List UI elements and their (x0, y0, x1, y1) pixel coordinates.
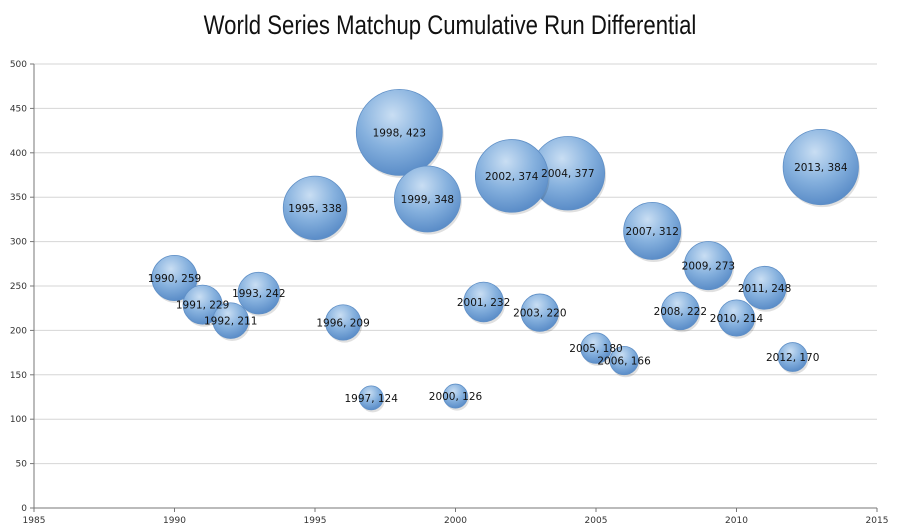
bubble (151, 255, 198, 302)
x-tick-label: 2015 (866, 516, 889, 526)
bubble (623, 201, 682, 260)
bubble (742, 265, 787, 310)
y-tick-label: 300 (10, 238, 27, 248)
bubble (237, 271, 281, 315)
bubble-label: 2002, 374 (485, 171, 539, 183)
bubble-label: 2005, 180 (569, 343, 622, 355)
y-tick-label: 350 (10, 193, 27, 203)
x-tick-label: 1990 (163, 516, 186, 526)
bubble-label: 2003, 220 (513, 308, 566, 320)
bubble-label: 2009, 273 (682, 261, 735, 273)
x-tick-label: 1985 (23, 516, 46, 526)
y-tick-label: 150 (10, 371, 27, 381)
y-tick-label: 500 (10, 60, 27, 70)
bubble (777, 342, 808, 372)
bubble-label: 2000, 126 (429, 391, 483, 403)
bubble-label: 2004, 377 (541, 168, 594, 180)
bubble (325, 304, 362, 341)
bubble (443, 383, 468, 409)
y-tick-label: 0 (21, 504, 27, 514)
bubble-label: 2013, 384 (794, 162, 848, 174)
bubble-label: 1995, 338 (288, 203, 341, 215)
bubble-label: 2011, 248 (738, 283, 791, 295)
bubble (683, 241, 733, 291)
bubble (355, 88, 443, 176)
bubble-label: 1998, 423 (373, 127, 426, 139)
bubble-label: 2012, 170 (766, 352, 819, 364)
bubble (463, 281, 504, 323)
bubble (394, 165, 461, 233)
bubble-label: 2001, 232 (457, 297, 510, 309)
bubble-label: 1996, 209 (316, 317, 369, 329)
y-tick-label: 100 (10, 415, 27, 425)
chart-title: World Series Matchup Cumulative Run Diff… (203, 10, 697, 40)
bubble (212, 302, 249, 339)
bubble-label: 1999, 348 (401, 194, 454, 206)
bubble (661, 291, 700, 331)
bubble (520, 293, 559, 332)
bubble-label: 1993, 242 (232, 288, 285, 300)
bubble (609, 346, 639, 376)
bubbles: 1990, 259 1991, 229 1992, 211 1993, 242 1995… (148, 88, 860, 413)
bubble-label: 1990, 259 (148, 273, 201, 285)
bubble-label: 2006, 166 (597, 356, 651, 368)
bubble (717, 299, 756, 337)
bubble-label: 2010, 214 (710, 313, 764, 325)
axes: 0 50 100 150 200 250 300 350 400 450 500 1985 1990 19… (10, 60, 889, 526)
bubble (474, 139, 549, 213)
y-tick-label: 250 (10, 282, 27, 292)
x-tick-label: 2000 (444, 516, 467, 526)
grid-lines (34, 63, 877, 465)
bubble-label: 1997, 124 (344, 393, 398, 405)
x-tick-label: 1995 (304, 516, 327, 526)
y-tick-label: 50 (16, 460, 28, 470)
y-tick-label: 200 (10, 326, 27, 336)
bubble (358, 385, 384, 411)
y-tick-label: 400 (10, 149, 27, 159)
bubble-label: 2008, 222 (654, 306, 707, 318)
bubble (282, 175, 348, 240)
x-tick-label: 2010 (725, 516, 748, 526)
bubble (580, 332, 612, 364)
x-tick-label: 2005 (585, 516, 608, 526)
bubble-label: 2007, 312 (625, 226, 678, 238)
bubble-label: 1991, 229 (176, 300, 229, 312)
bubble-label: 1992, 211 (204, 316, 257, 328)
y-tick-label: 450 (10, 104, 27, 114)
bubble (782, 128, 859, 206)
